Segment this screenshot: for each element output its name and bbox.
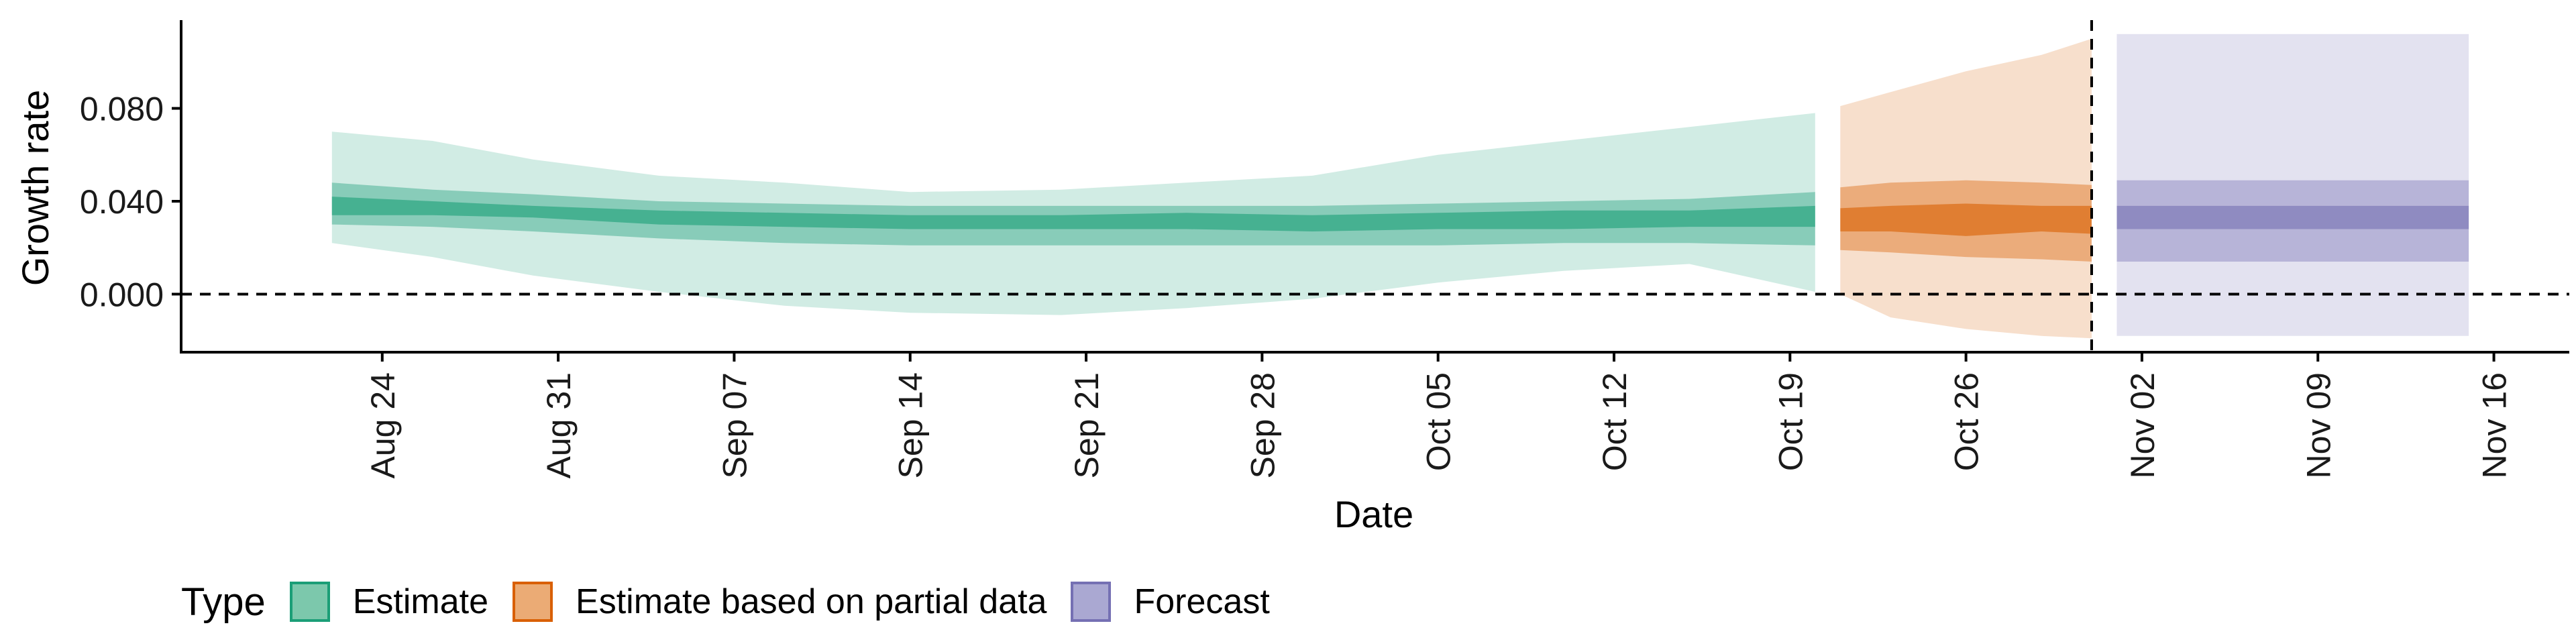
legend-item-partial-estimate: Estimate based on partial data <box>513 582 1046 622</box>
band-90-estimate <box>331 113 1815 315</box>
legend-item-forecast: Forecast <box>1071 582 1270 622</box>
band-20-forecast <box>2116 205 2469 229</box>
x-tick-label: Oct 26 <box>1948 372 1986 471</box>
x-tick-label: Sep 21 <box>1068 372 1106 478</box>
x-tick-label: Sep 28 <box>1244 372 1281 478</box>
band-50-estimate <box>331 182 1815 246</box>
legend-title: Type <box>181 580 266 624</box>
legend-key-estimate <box>289 582 330 622</box>
x-axis-title: Date <box>1334 493 1413 535</box>
legend-key-partial-estimate <box>513 582 553 622</box>
y-tick-label: 0.080 <box>80 91 164 128</box>
legend-label-forecast: Forecast <box>1134 582 1270 621</box>
bands-layer <box>331 34 2469 339</box>
reference-lines-layer <box>181 20 2569 352</box>
x-tick-label: Aug 24 <box>364 372 402 478</box>
y-axis-title: Growth rate <box>14 90 56 286</box>
x-tick-label: Sep 07 <box>716 372 753 478</box>
band-90-estimate-based-on-partial-data <box>1840 38 2092 339</box>
axes-layer: 0.000 0.040 0.080 Aug 24 Aug 31 Sep 07 Sep 14 S… <box>80 20 2569 478</box>
legend-item-estimate: Estimate <box>289 582 489 622</box>
x-tick-label: Nov 09 <box>2300 372 2337 478</box>
x-tick-label: Oct 19 <box>1772 372 1809 471</box>
x-tick-label: Oct 12 <box>1596 372 1633 471</box>
legend-label-estimate: Estimate <box>352 582 489 621</box>
band-20-estimate <box>331 197 1815 231</box>
x-tick-label: Aug 31 <box>540 372 578 478</box>
x-tick-label: Nov 02 <box>2124 372 2161 478</box>
band-90-forecast <box>2116 34 2469 336</box>
legend-label-partial-estimate: Estimate based on partial data <box>576 582 1047 621</box>
y-tick-label: 0.000 <box>80 276 164 313</box>
x-tick-label: Sep 14 <box>892 372 930 478</box>
x-tick-label: Oct 05 <box>1420 372 1458 471</box>
legend: Type Estimate Estimate based on partial … <box>181 572 1294 632</box>
legend-key-forecast <box>1071 582 1112 622</box>
y-tick-label: 0.040 <box>80 183 164 221</box>
band-20-estimate-based-on-partial-data <box>1840 203 2092 236</box>
x-tick-label: Nov 16 <box>2476 372 2514 478</box>
